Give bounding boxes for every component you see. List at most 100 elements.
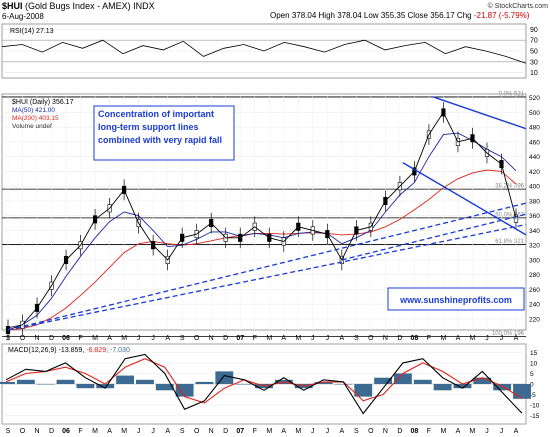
price-tick-label: 220 [529,316,540,323]
x-tick-label-bottom: M [441,428,447,435]
fib-label: 0.0% 521 [499,91,525,97]
x-tick-label: S [180,335,185,342]
x-tick-label-bottom: F [427,428,431,435]
x-tick-label-bottom: F [253,428,257,435]
x-tick-label: D [397,335,402,342]
x-tick-label-bottom: J [485,428,489,435]
x-tick-label-bottom: O [368,428,374,435]
macd-histogram-bar [215,371,234,384]
x-tick-label: S [354,335,359,342]
macd-legend: MACD(12,26,9) -13.859, -6.829, -7.030 [8,347,130,354]
x-tick-label: M [92,335,98,342]
symbol-title: $HUI (Gold Bugs Index - AMEX) INDX [2,1,155,11]
macd-histogram-bar [413,379,432,384]
x-tick-label: M [441,335,447,342]
macd-histogram-bar [493,384,512,391]
x-tick-label: S [6,335,11,342]
x-tick-label: D [223,335,228,342]
rsi-legend: RSI(14) 27.13 [10,28,54,35]
x-tick-label-bottom: J [500,428,504,435]
price-candle [513,214,519,223]
price-tick-label: 500 [529,110,540,117]
macd-histogram-bar [76,384,95,389]
x-tick-label-bottom: S [354,428,359,435]
x-tick-label-bottom: J [137,428,141,435]
x-tick-label: J [485,335,489,342]
price-tick-label: 320 [529,243,540,250]
price-tick-label: 260 [529,287,540,294]
rsi-line [1,39,527,64]
x-tick-label: A [514,335,519,342]
rsi-tick-label: 90 [530,27,538,34]
macd-histogram-bar [175,384,194,397]
macd-histogram-bar [56,379,75,384]
x-tick-label: 08 [411,335,419,342]
x-tick-label-bottom: A [456,428,461,435]
x-tick-label-bottom: A [514,428,519,435]
x-tick-label: 06 [62,335,70,342]
x-tick-label-bottom: N [383,428,388,435]
macd-tick-label: 10 [530,360,538,367]
macd-histogram-bar [513,384,531,399]
x-tick-label-bottom: J [326,428,330,435]
x-tick-label-bottom: M [470,428,476,435]
x-tick-label: M [295,335,301,342]
copyright: © StockCharts.com [488,2,549,10]
macd-histogram-bar [36,384,55,385]
watermark-box [387,287,525,311]
x-tick-label-bottom: M [295,428,301,435]
quote-line: Open 378.04 High 378.04 Low 355.35 Close… [270,11,530,20]
rsi-tick-label: 10 [530,70,538,77]
macd-histogram-bar [0,381,15,384]
x-tick-label: M [470,335,476,342]
price-tick-label: 460 [529,139,540,146]
ma50-legend: MA(50) 421.00 [12,107,55,114]
macd-layer: -15 -10 -5 0 5 10 15 [0,350,540,420]
channel-lower-line [402,161,527,236]
rsi-tick-label: 70 [530,38,538,45]
x-tick-label: A [456,335,461,342]
x-tick-label-bottom: A [339,428,344,435]
fib-label: 100.0% 196 [492,331,525,337]
x-tick-label: A [339,335,344,342]
x-tick-label-bottom: M [266,428,272,435]
x-tick-label-bottom: M [121,428,127,435]
price-tick-label: 440 [529,154,540,161]
macd-histogram-bar [155,384,174,391]
x-tick-label-bottom: 07 [236,428,244,435]
x-tick-label: J [326,335,330,342]
annotation-text: Concentration of important long-term sup… [98,109,223,145]
x-tick-label: M [266,335,272,342]
price-line [7,111,517,331]
support-line-lower [7,223,527,331]
price-tick-label: 240 [529,302,540,309]
x-tick-label: J [311,335,315,342]
macd-signal-line [5,358,523,404]
macd-tick-label: 15 [530,350,538,357]
macd-histogram-bar [473,377,492,384]
price-tick-label: 360 [529,213,540,220]
ma200-line [7,169,517,331]
macd-histogram-bar [195,381,214,384]
macd-histogram-bar [453,384,472,389]
price-tick-label: 300 [529,257,540,264]
x-tick-label: N [209,335,214,342]
x-tick-label-bottom: J [151,428,155,435]
macd-histogram-bar [393,373,412,384]
x-tick-label-bottom: N [34,428,39,435]
price-tick-label: 340 [529,228,540,235]
price-legend-title: $HUI (Daily) 356.17 [12,99,74,106]
macd-histogram-bar [433,384,452,391]
macd-histogram-bar [116,375,135,384]
x-tick-label-bottom: D [223,428,228,435]
macd-tick-label: 0 [530,382,534,389]
x-tick-label: O [368,335,374,342]
x-tick-label-bottom: O [20,428,26,435]
macd-histogram-bar [16,379,35,384]
price-tick-label: 280 [529,272,540,279]
macd-tick-label: -10 [530,403,540,410]
price-tick-label: 480 [529,125,540,132]
x-tick-label: A [165,335,170,342]
price-tick-label: 380 [529,198,540,205]
